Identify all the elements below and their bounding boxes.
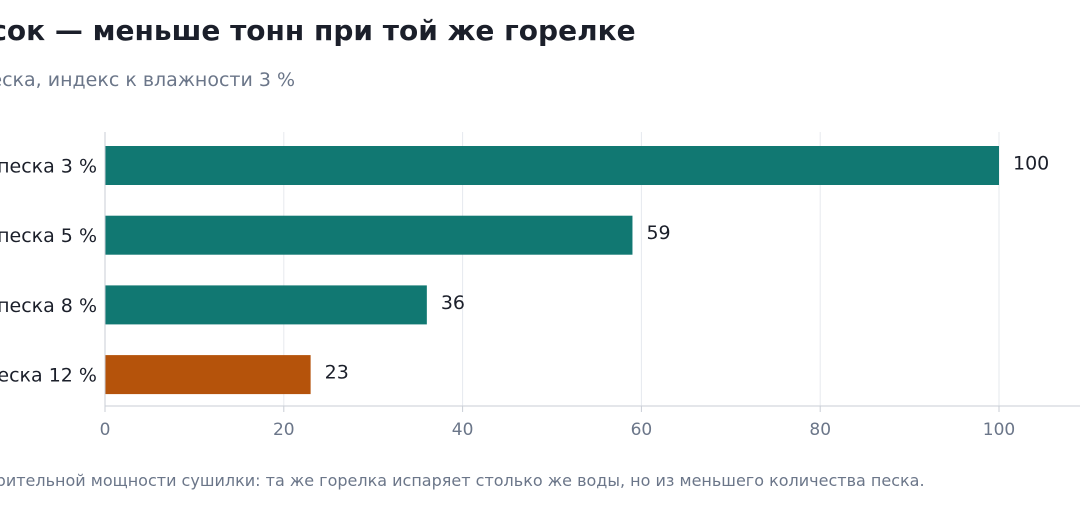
x-tick-label: 40: [452, 420, 474, 440]
x-tick-label: 0: [100, 420, 111, 440]
x-tick-label: 80: [809, 420, 831, 440]
category-label: еска 12 %: [0, 365, 97, 387]
value-label: 59: [646, 222, 670, 244]
bar: [105, 285, 427, 325]
value-label: 36: [441, 292, 465, 314]
category-label: песка 3 %: [0, 156, 97, 178]
chart-subtitle: песка, индекс к влажности 3 %: [0, 69, 296, 91]
category-label: песка 5 %: [0, 225, 97, 247]
x-tick-label: 100: [983, 420, 1015, 440]
value-label: 100: [1013, 153, 1049, 175]
x-tick-label: 60: [631, 420, 653, 440]
bar: [105, 355, 311, 395]
value-label: 23: [325, 362, 349, 384]
bar: [105, 215, 633, 255]
bars-layer: [105, 146, 999, 395]
axis-layer: 0 20 40 60 80 100: [100, 132, 1080, 440]
chart-footnote: нной испарительной мощности сушилки: та …: [0, 471, 925, 490]
bar: [105, 146, 999, 185]
labels-layer: песка 3 % 100 песка 5 % 59 песка 8 % 36 еска 1…: [0, 153, 1049, 387]
x-tick-label: 20: [273, 420, 295, 440]
category-label: песка 8 %: [0, 295, 97, 317]
chart-title: песок — меньше тонн при той же горелке: [0, 14, 636, 47]
